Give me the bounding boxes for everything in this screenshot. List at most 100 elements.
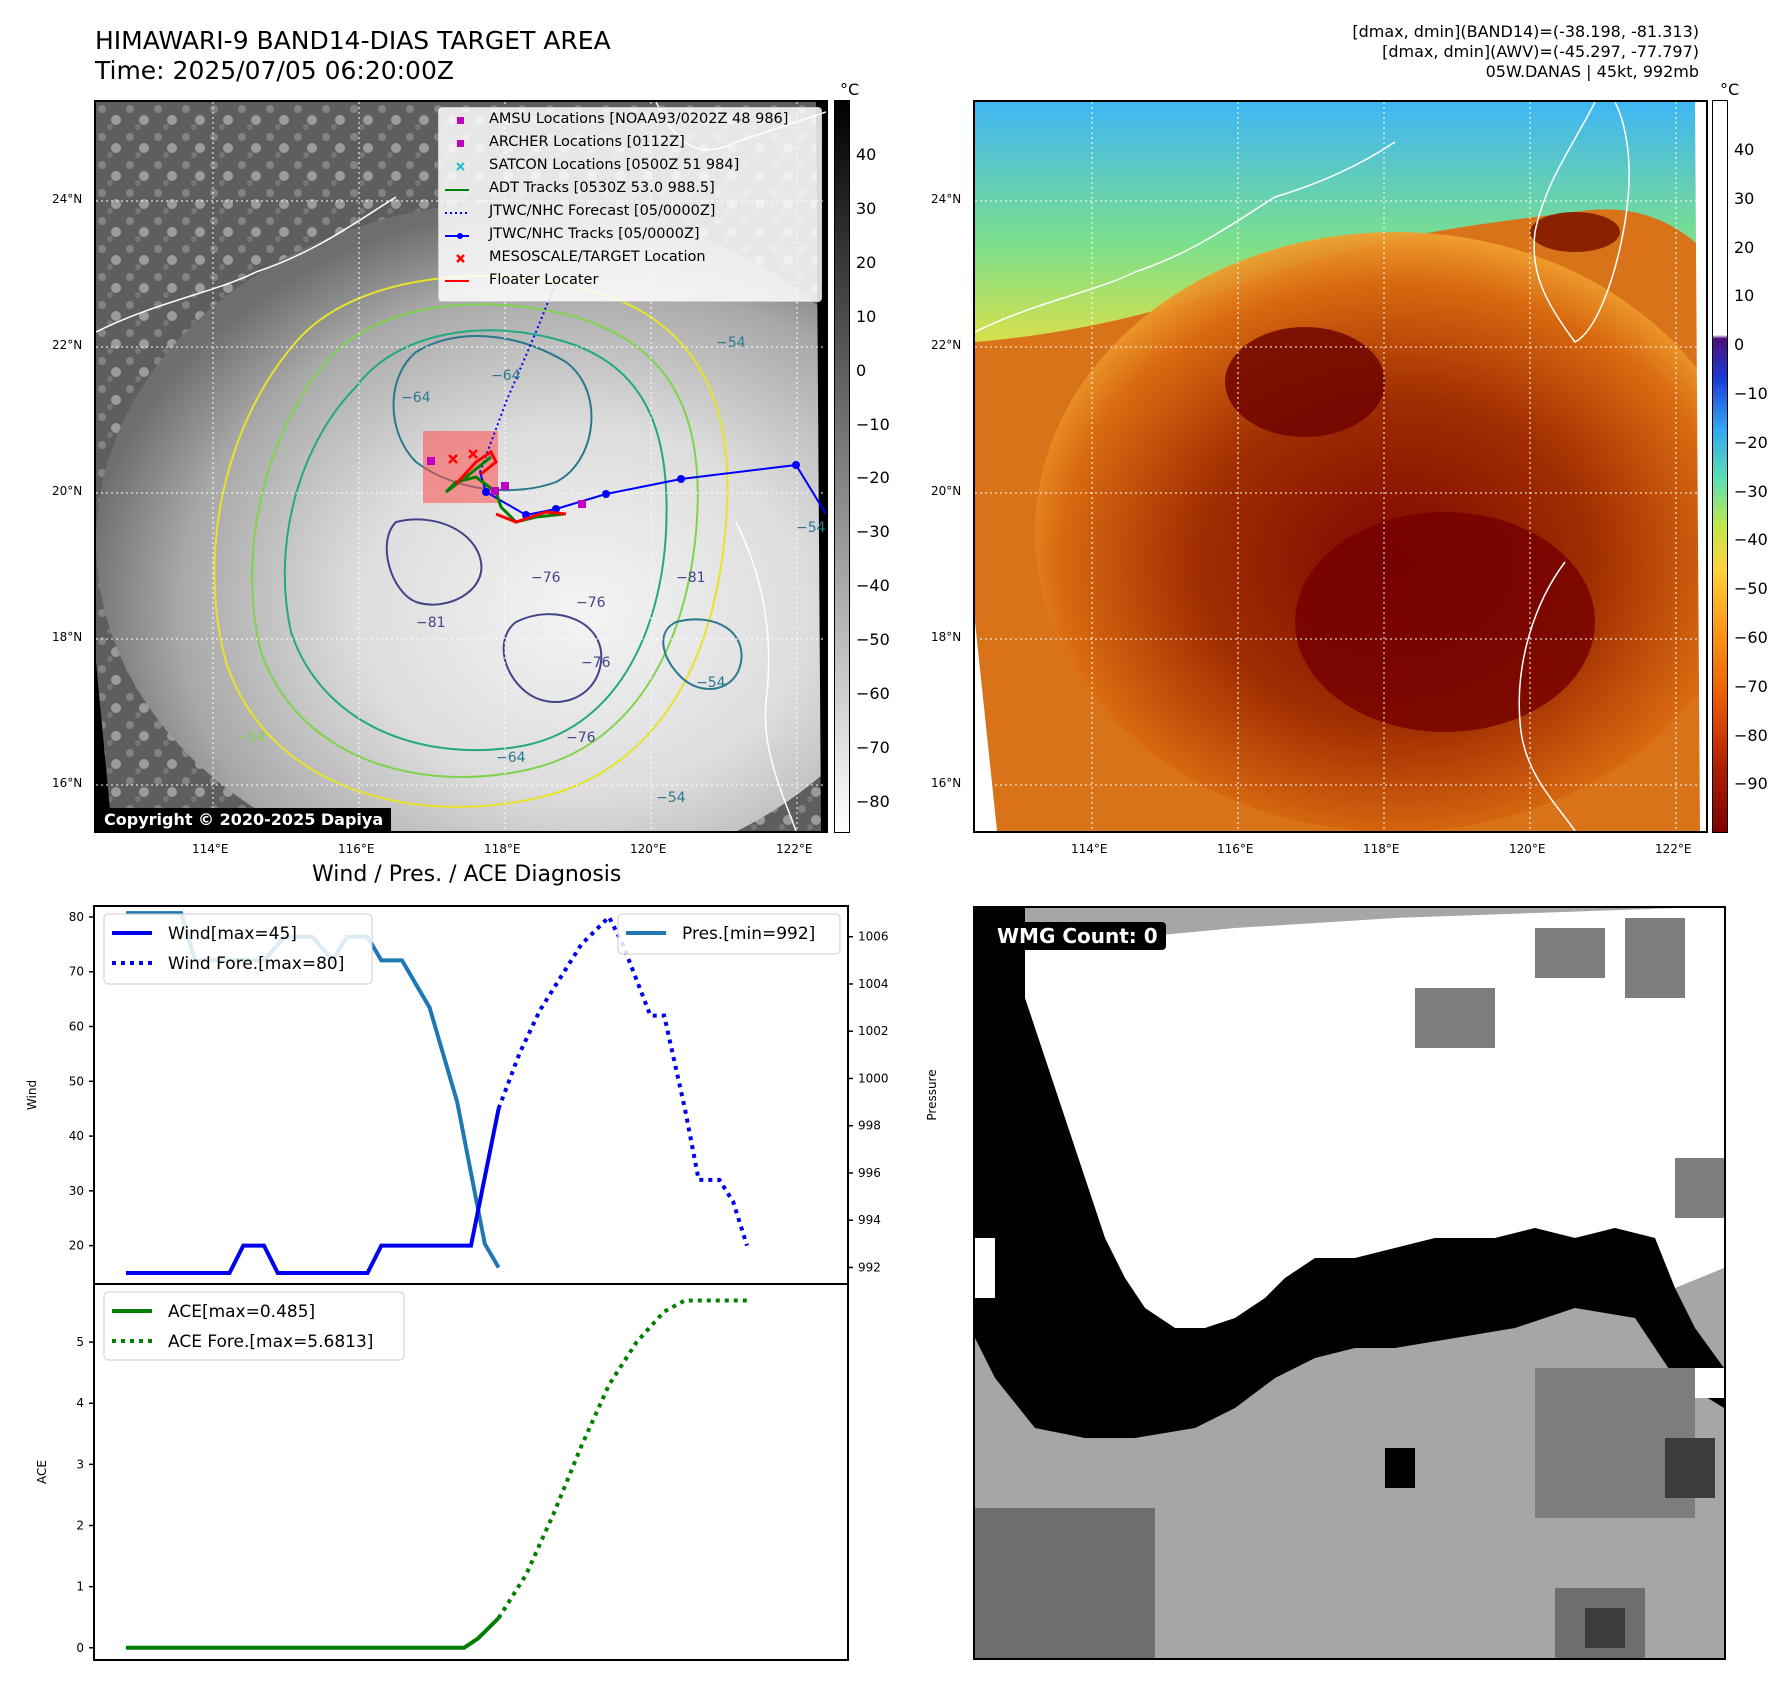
- pressure-ytick-label: 1004: [858, 977, 889, 991]
- jtwc-track-marker: [445, 233, 469, 239]
- wind-ytick-label: 20: [69, 1239, 84, 1253]
- satcon-marker: [456, 162, 465, 171]
- ir-colorbar-unit: °C: [840, 80, 860, 99]
- ir-colorbar-tick: 0: [856, 360, 867, 380]
- awv-colorbar-tick: 0: [1734, 335, 1745, 355]
- wind-ytick-label: 50: [69, 1074, 84, 1088]
- pressure-ytick-label: 996: [858, 1166, 881, 1180]
- contour-label: −76: [576, 595, 606, 611]
- ace-ytick-label: 3: [76, 1457, 84, 1471]
- awv-lat-label: 22°N: [931, 338, 962, 352]
- wind-ytick-label: 40: [69, 1129, 84, 1143]
- legend-markers: [445, 117, 469, 282]
- contour-label: −54: [656, 790, 686, 806]
- amsu-marker: [457, 117, 464, 124]
- figure-title-line1: HIMAWARI-9 BAND14-DIAS TARGET AREA: [95, 26, 611, 55]
- ir-colorbar-tick: −50: [856, 630, 890, 650]
- ace-forecast-series-line: [496, 1298, 747, 1620]
- wind-axis-label: Wind: [25, 1080, 39, 1110]
- ir-lat-label: 24°N: [52, 192, 83, 206]
- ir-lon-label: 120°E: [630, 842, 667, 856]
- contour-label: −81: [416, 615, 446, 631]
- legend-jtwc-tracks: JTWC/NHC Tracks [05/0000Z]: [489, 226, 700, 242]
- ir-colorbar-tick: −20: [856, 468, 890, 488]
- awv-colorbar-unit: °C: [1720, 80, 1740, 99]
- wmg-panel: WMG Count: 0: [973, 906, 1726, 1660]
- awv-map-canvas: [975, 102, 1706, 831]
- wind-ytick-label: 30: [69, 1184, 84, 1198]
- ace-ytick-label: 1: [76, 1580, 84, 1594]
- pressure-axis-label: Pressure: [925, 1069, 939, 1120]
- legend-jtwc-forecast: JTWC/NHC Forecast [05/0000Z]: [489, 203, 716, 219]
- awv-colorbar-tick: −80: [1734, 725, 1768, 745]
- awv-colorbar-tick: 20: [1734, 237, 1755, 257]
- ir-colorbar-tick: 20: [856, 252, 877, 272]
- ir-colorbar-tick: −40: [856, 576, 890, 596]
- awv-lat-label: 20°N: [931, 484, 962, 498]
- pressure-ytick-label: 1000: [858, 1071, 889, 1085]
- ir-lon-label: 116°E: [338, 842, 375, 856]
- ace-ytick-label: 0: [76, 1641, 84, 1655]
- ir-colorbar-tick: −80: [856, 791, 890, 811]
- contour-label: −76: [581, 655, 611, 671]
- legend-archer: ARCHER Locations [0112Z]: [489, 134, 685, 150]
- contour-label: −64: [496, 750, 526, 766]
- legend-wind: Wind[max=45]: [168, 924, 297, 944]
- awv-lon-label: 122°E: [1655, 842, 1692, 856]
- legend-ace: ACE[max=0.485]: [168, 1302, 315, 1322]
- contour-label: −64: [401, 390, 431, 406]
- wmg-count-badge: WMG Count: 0: [989, 922, 1166, 950]
- ace-axis-label: ACE: [35, 1460, 49, 1484]
- ir-lon-label: 118°E: [484, 842, 521, 856]
- legend-amsu: AMSU Locations [NOAA93/0202Z 48 986]: [489, 111, 789, 127]
- ir-colorbar-tick: −60: [856, 684, 890, 703]
- info-line1: [dmax, dmin](BAND14)=(-38.198, -81.313): [1352, 22, 1699, 41]
- ir-colorbar-tick: 10: [856, 306, 877, 326]
- wind-ytick-label: 60: [69, 1020, 84, 1034]
- legend-floater: Floater Locater: [489, 272, 599, 288]
- ir-lon-label: 114°E: [192, 842, 229, 856]
- wind-legend: [103, 913, 373, 985]
- archer-marker: [457, 140, 464, 147]
- ir-lat-label: 16°N: [52, 776, 83, 790]
- awv-colorbar-tick: −60: [1734, 628, 1768, 647]
- contour-label: −76: [531, 570, 561, 586]
- ir-map-panel: −64 −64 −54 −54 −54 −76 −81 −76 −76 −76 …: [94, 100, 828, 833]
- ace-ytick-label: 2: [76, 1518, 84, 1532]
- ace-series-line: [126, 1616, 501, 1650]
- contour-label: −54: [236, 730, 266, 746]
- ir-colorbar-tick: −10: [856, 414, 890, 434]
- awv-colorbar-tick: −50: [1734, 579, 1768, 599]
- wind-ytick-label: 80: [69, 910, 84, 924]
- pressure-ytick-label: 994: [858, 1213, 881, 1227]
- awv-lat-label: 16°N: [931, 776, 962, 790]
- awv-colorbar-tick: 30: [1734, 188, 1755, 208]
- awv-map-panel: [973, 100, 1708, 833]
- awv-colorbar-tick: −30: [1734, 481, 1768, 501]
- pressure-ytick-label: 1002: [858, 1024, 889, 1038]
- ir-lat-label: 20°N: [52, 484, 83, 498]
- awv-lon-label: 116°E: [1217, 842, 1254, 856]
- info-line3: 05W.DANAS | 45kt, 992mb: [1485, 62, 1699, 81]
- ir-colorbar-tick: 30: [856, 198, 877, 218]
- contour-label: −54: [696, 675, 726, 691]
- awv-colorbar-tick: −10: [1734, 384, 1768, 403]
- awv-lat-label: 18°N: [931, 630, 962, 644]
- awv-colorbar-tick: −70: [1734, 676, 1768, 696]
- wind-series-line: [126, 1108, 501, 1276]
- awv-colorbar-tick: 40: [1734, 140, 1755, 159]
- awv-colorbar-tick: −90: [1734, 774, 1768, 794]
- pressure-ytick-label: 998: [858, 1119, 881, 1133]
- contour-label: −54: [716, 335, 746, 351]
- ace-ytick-label: 5: [76, 1335, 84, 1349]
- awv-lon-label: 120°E: [1509, 842, 1546, 856]
- contour-label: −64: [491, 368, 521, 384]
- diagnosis-title: Wind / Pres. / ACE Diagnosis: [312, 862, 622, 887]
- legend-wind-fore: Wind Fore.[max=80]: [168, 954, 344, 974]
- ace-ytick-label: 4: [76, 1396, 84, 1410]
- ir-lat-label: 18°N: [52, 630, 83, 644]
- ace-legend: [103, 1291, 405, 1361]
- ir-colorbar-tick: −30: [856, 522, 890, 542]
- ir-lat-label: 22°N: [52, 338, 83, 352]
- contour-label: −81: [676, 570, 706, 586]
